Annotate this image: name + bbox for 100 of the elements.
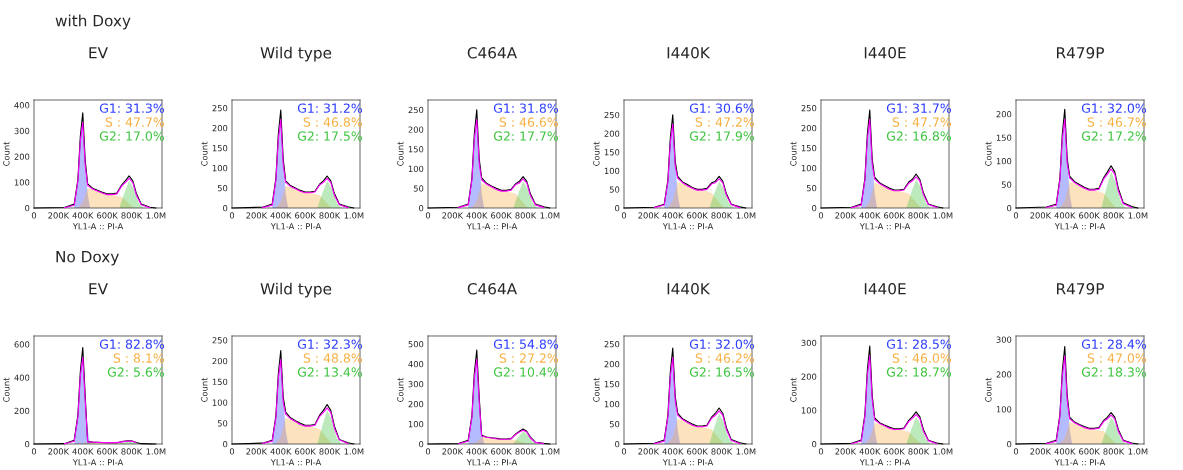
y-tick-label: 50 [217, 420, 228, 427]
y-tick-label: 0 [25, 440, 30, 448]
x-tick-label: 800K [121, 448, 143, 455]
y-tick-label: 300 [801, 339, 817, 347]
x-tick-label: 400K [1054, 212, 1076, 219]
x-axis-title: YL1-A :: PI-A [72, 223, 124, 230]
y-axis-title: Count [985, 377, 992, 402]
x-tick-label: 0 [31, 212, 37, 219]
y-tick-label: 250 [408, 106, 424, 114]
x-tick-label: 800K [319, 212, 341, 219]
x-tick-label: 600K [97, 448, 118, 455]
chart-title: C464A [467, 46, 518, 59]
x-tick-label: 0 [818, 212, 824, 219]
y-tick-label: 300 [996, 336, 1012, 343]
chart-subtitle: No Doxy [56, 251, 119, 266]
x-tick-label: 1.0M [540, 448, 560, 455]
series-label: G1: 28.5% [886, 339, 952, 349]
y-tick-label: 0 [812, 440, 817, 448]
y-tick-label: 0 [812, 204, 817, 212]
series-label: G1: 30.6% [689, 103, 755, 113]
y-axis-title: Count [790, 377, 797, 402]
text: S : 8.1% [113, 353, 165, 363]
y-tick-label: 0 [223, 204, 228, 212]
x-tick-label: 0 [229, 212, 235, 219]
x-tick-label: 200K [246, 212, 268, 219]
chart-title: I440E [864, 282, 906, 295]
y-tick-label: 150 [408, 146, 424, 153]
text: G2: 17.9% [689, 131, 755, 141]
text: S : 46.0% [892, 353, 952, 363]
text: S : 27.2% [499, 353, 559, 363]
x-tick-label: 0 [621, 212, 627, 219]
y-tick-label: 400 [408, 360, 424, 368]
text: S : 46.7% [1087, 117, 1147, 127]
y-tick-label: 100 [212, 399, 228, 406]
x-tick-label: 1.0M [736, 448, 756, 455]
x-tick-label: 200K [442, 212, 464, 219]
y-axis-title: Count [593, 377, 600, 402]
y-tick-label: 100 [14, 179, 30, 186]
text: G2: 18.3% [1081, 367, 1147, 377]
y-tick-label: 250 [801, 104, 817, 112]
x-tick-label: 600K [687, 448, 708, 455]
x-tick-label: 600K [884, 448, 905, 455]
text: S : 46.2% [695, 353, 755, 363]
x-tick-label: 0 [31, 448, 37, 455]
series-label: G1: 32.3% [297, 339, 363, 349]
x-tick-label: 400K [859, 448, 881, 455]
y-tick-label: 200 [604, 360, 620, 368]
y-tick-label: 100 [801, 164, 817, 172]
x-tick-label: 1.0M [146, 448, 166, 455]
y-tick-label: 250 [212, 337, 228, 344]
x-tick-label: 1.0M [540, 212, 560, 219]
x-axis-title: YL1-A :: PI-A [1054, 223, 1106, 230]
text: S : 47.0% [1087, 353, 1147, 363]
x-tick-label: 1.0M [736, 212, 756, 219]
text: S : 46.6% [499, 117, 559, 127]
y-tick-label: 250 [604, 111, 620, 119]
text: G2: 5.6% [107, 367, 165, 377]
x-tick-label: 600K [687, 212, 708, 219]
x-tick-label: 800K [515, 212, 537, 219]
y-tick-label: 100 [408, 165, 424, 173]
y-tick-label: 250 [604, 340, 620, 348]
x-tick-label: 600K [491, 448, 512, 455]
x-tick-label: 0 [425, 212, 431, 219]
x-tick-label: 400K [859, 212, 881, 219]
x-tick-label: 400K [466, 212, 488, 219]
x-tick-label: 200K [638, 448, 660, 455]
y-tick-label: 200 [801, 373, 817, 380]
x-tick-label: 400K [270, 448, 292, 455]
text: S : 48.8% [303, 353, 363, 363]
x-tick-label: 0 [229, 448, 235, 455]
x-tick-label: 800K [121, 212, 143, 219]
y-tick-label: 200 [801, 124, 817, 132]
y-tick-label: 50 [806, 184, 817, 192]
series-label: G1: 31.7% [886, 103, 952, 113]
x-tick-label: 600K [1079, 448, 1100, 455]
y-tick-label: 150 [996, 134, 1012, 141]
x-tick-label: 0 [425, 448, 431, 455]
y-axis-title: Count [3, 377, 10, 402]
x-axis-title: YL1-A :: PI-A [466, 459, 518, 466]
x-tick-label: 800K [515, 448, 537, 455]
x-tick-label: 800K [319, 448, 341, 455]
x-axis-title: YL1-A :: PI-A [662, 223, 714, 230]
x-axis-title: YL1-A :: PI-A [72, 459, 124, 466]
x-tick-label: 0 [818, 448, 824, 455]
chart-title: I440K [667, 46, 711, 59]
y-tick-label: 0 [419, 440, 424, 448]
y-tick-label: 200 [14, 153, 30, 160]
x-axis-title: YL1-A :: PI-A [270, 459, 322, 466]
y-axis-title: Count [3, 141, 10, 166]
y-tick-label: 200 [996, 371, 1012, 378]
y-axis-title: Count [985, 141, 992, 166]
y-tick-label: 50 [217, 184, 228, 192]
text: G2: 17.7% [493, 131, 559, 141]
x-tick-label: 800K [1103, 448, 1125, 455]
y-tick-label: 100 [996, 406, 1012, 413]
x-tick-label: 200K [442, 448, 464, 455]
x-tick-label: 200K [1030, 212, 1052, 219]
chart-title: I440K [667, 282, 711, 295]
y-axis-title: Count [201, 377, 208, 402]
x-tick-label: 400K [466, 448, 488, 455]
